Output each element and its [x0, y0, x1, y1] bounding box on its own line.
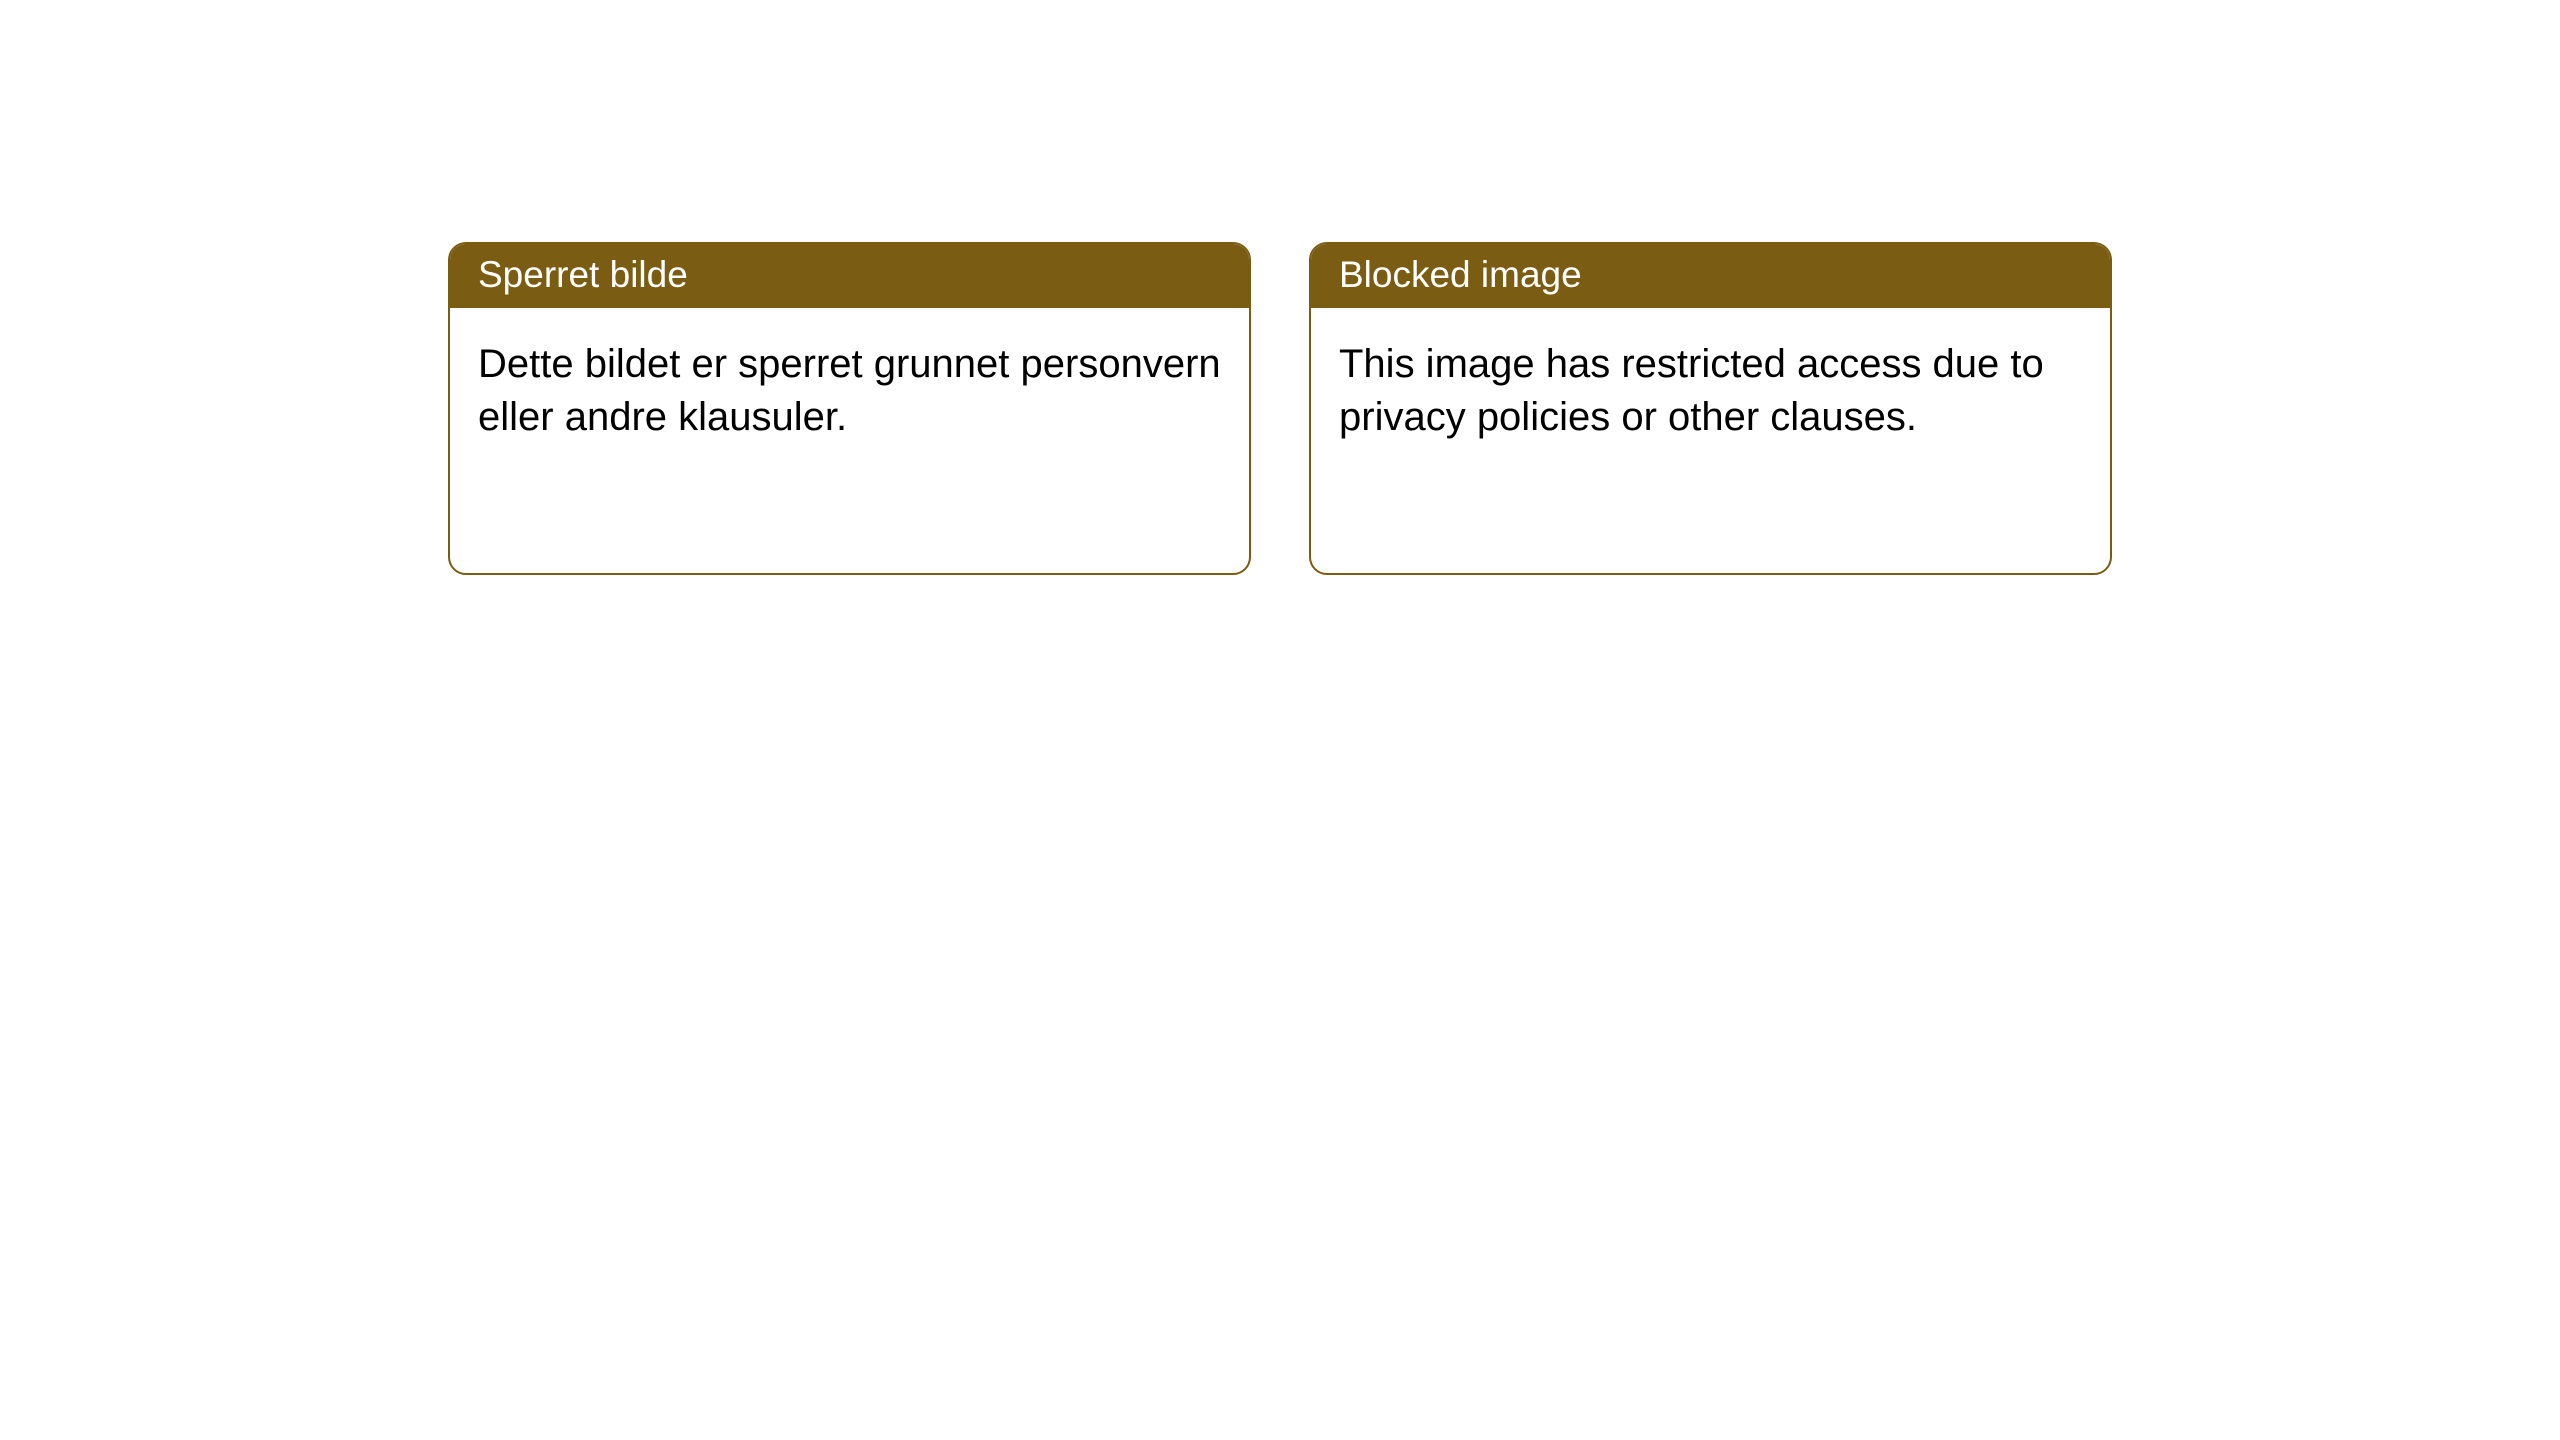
card-body-text: Dette bildet er sperret grunnet personve… — [478, 342, 1221, 439]
card-body-text: This image has restricted access due to … — [1339, 342, 2044, 439]
notice-card-norwegian: Sperret bilde Dette bildet er sperret gr… — [448, 242, 1251, 575]
card-header: Sperret bilde — [450, 244, 1249, 308]
card-body: This image has restricted access due to … — [1311, 308, 2110, 474]
card-body: Dette bildet er sperret grunnet personve… — [450, 308, 1249, 474]
notice-card-english: Blocked image This image has restricted … — [1309, 242, 2112, 575]
card-title: Sperret bilde — [478, 254, 688, 295]
card-title: Blocked image — [1339, 254, 1582, 295]
card-header: Blocked image — [1311, 244, 2110, 308]
notice-container: Sperret bilde Dette bildet er sperret gr… — [448, 242, 2112, 575]
